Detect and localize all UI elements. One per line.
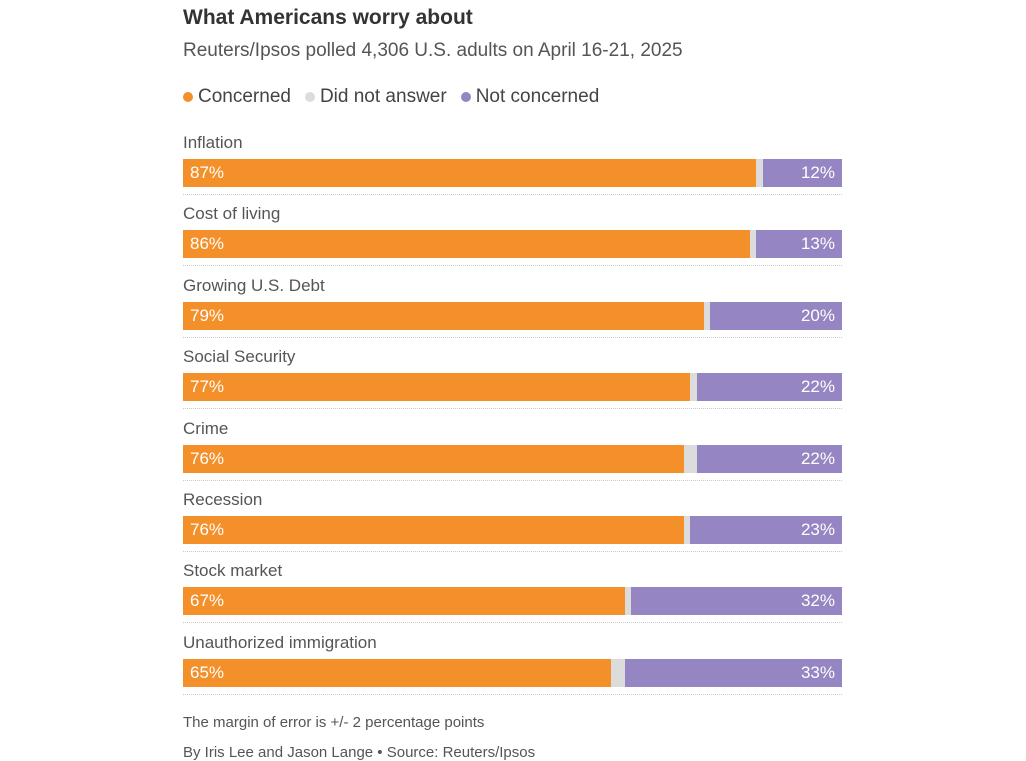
category-label: Crime (183, 418, 229, 438)
bar-segment-no-answer (624, 587, 632, 616)
bar-row-social-security: Social Security 77% 22% (183, 344, 842, 415)
row-divider (183, 408, 842, 410)
data-label-concerned: 77% (190, 377, 225, 397)
bar-segment-no-answer (703, 301, 711, 330)
data-label-concerned: 79% (190, 305, 225, 325)
bar-segment-not-concerned: 13% (756, 230, 842, 259)
bar-segment-not-concerned: 33% (624, 658, 842, 687)
bar-segment-not-concerned: 20% (710, 301, 842, 330)
legend-label-concerned: Concerned (198, 86, 291, 107)
bar-segment-concerned: 65% (183, 658, 612, 687)
bar-row-stock-market: Stock market 67% 32% (183, 558, 842, 629)
bar-row-unauthorized-immigration: Unauthorized immigration 65% 33% (183, 630, 842, 701)
bar-segment-concerned: 87% (183, 159, 757, 187)
bar-segment-concerned: 76% (183, 444, 684, 473)
row-divider (183, 194, 842, 195)
bar-row-cost-of-living: Cost of living 86% 13% (183, 201, 842, 272)
data-label-concerned: 87% (190, 163, 225, 182)
category-label: Unauthorized immigration (183, 632, 377, 652)
bar-segment-concerned: 77% (183, 373, 691, 402)
bar-row-inflation: Inflation 87% 12% (183, 130, 842, 201)
bar-segment-no-answer (690, 373, 697, 402)
legend-swatch-concerned (183, 92, 193, 102)
stacked-bar: 77% 22% (183, 373, 842, 402)
stacked-bar: 76% 22% (183, 444, 842, 473)
chart-subtitle: Reuters/Ipsos polled 4,306 U.S. adults o… (183, 40, 683, 61)
row-divider (183, 550, 842, 552)
bar-segment-not-concerned: 22% (697, 373, 842, 402)
data-label-concerned: 76% (190, 448, 225, 468)
legend-label-not-concerned: Not concerned (475, 86, 600, 107)
bar-segment-no-answer (611, 658, 625, 687)
bar-segment-concerned: 76% (183, 515, 684, 544)
stacked-bar: 67% 32% (183, 587, 842, 616)
bar-segment-concerned: 67% (183, 587, 625, 616)
bar-segment-no-answer (683, 444, 697, 473)
stacked-bar: 76% 23% (183, 515, 842, 544)
bar-rows: Inflation 87% 12% Cost of living 86% 13% Growi… (183, 130, 842, 701)
row-divider (183, 336, 842, 338)
bar-segment-not-concerned: 23% (690, 515, 842, 544)
bar-row-recession: Recession 76% 23% (183, 487, 842, 558)
legend-item-concerned: Concerned (183, 86, 291, 108)
data-label-not-concerned: 22% (800, 377, 835, 397)
bar-row-growing-u-s-debt: Growing U.S. Debt 79% 20% (183, 273, 842, 344)
data-label-not-concerned: 22% (800, 448, 835, 468)
source-credit: By Iris Lee and Jason Lange • Source: Re… (183, 744, 536, 761)
data-label-not-concerned: 23% (800, 519, 835, 539)
bar-segment-not-concerned: 22% (697, 444, 842, 473)
legend-label-did-not-answer: Did not answer (319, 86, 447, 107)
stacked-bar: 65% 33% (183, 658, 842, 687)
category-label: Recession (183, 489, 263, 509)
legend-swatch-not-concerned (460, 92, 471, 102)
bar-segment-not-concerned: 12% (762, 159, 842, 187)
bar-segment-concerned: 86% (183, 230, 750, 259)
legend-item-not-concerned: Not concerned (460, 86, 600, 108)
legend: Concerned Did not answer Not concerned (183, 86, 599, 108)
category-label: Cost of living (183, 204, 281, 224)
legend-swatch-did-not-answer (304, 92, 315, 102)
data-label-not-concerned: 12% (800, 163, 835, 182)
margin-of-error-note: The margin of error is +/- 2 percentage … (183, 714, 485, 731)
category-label: Inflation (183, 133, 243, 152)
bar-segment-no-answer (749, 230, 757, 259)
bar-segment-not-concerned: 32% (631, 587, 842, 616)
row-divider (183, 622, 842, 624)
data-label-concerned: 67% (190, 591, 225, 611)
stacked-bar: 86% 13% (183, 230, 842, 259)
data-label-concerned: 65% (190, 662, 225, 682)
category-label: Social Security (183, 347, 296, 367)
row-divider (183, 479, 842, 481)
stacked-bar: 79% 20% (183, 301, 842, 330)
row-divider (183, 265, 842, 267)
bar-segment-no-answer (756, 159, 763, 187)
stacked-bar: 87% 12% (183, 159, 842, 187)
data-label-not-concerned: 20% (800, 305, 835, 325)
bar-row-crime: Crime 76% 22% (183, 416, 842, 487)
chart-title: What Americans worry about (183, 6, 473, 29)
row-divider (183, 693, 842, 695)
data-label-concerned: 86% (190, 234, 225, 254)
bar-segment-concerned: 79% (183, 301, 704, 330)
data-label-concerned: 76% (190, 519, 225, 539)
category-label: Stock market (183, 561, 283, 581)
data-label-not-concerned: 32% (800, 591, 835, 611)
data-label-not-concerned: 33% (800, 662, 835, 682)
bar-segment-no-answer (683, 515, 691, 544)
legend-item-did-not-answer: Did not answer (304, 86, 447, 108)
category-label: Growing U.S. Debt (183, 275, 325, 295)
data-label-not-concerned: 13% (800, 234, 835, 254)
